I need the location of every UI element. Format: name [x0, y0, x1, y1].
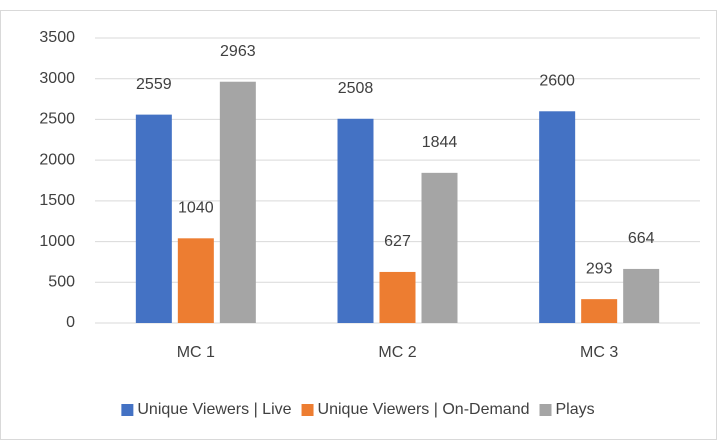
bar: [623, 268, 660, 323]
y-tick-label: 3500: [39, 29, 75, 46]
y-tick-label: 1000: [39, 233, 75, 250]
data-label: 293: [586, 260, 613, 277]
bar: [337, 118, 374, 323]
data-label: 627: [384, 233, 411, 250]
y-tick-label: 3000: [39, 70, 75, 87]
y-tick-label: 500: [48, 274, 75, 291]
legend-label: Plays: [556, 401, 595, 418]
x-tick-label: MC 3: [580, 344, 618, 361]
legend-label: Unique Viewers | On-Demand: [318, 401, 530, 418]
data-label: 2963: [220, 43, 256, 60]
bar: [421, 172, 458, 323]
x-tick-label: MC 2: [378, 344, 416, 361]
y-tick-label: 0: [66, 314, 75, 331]
bar: [219, 81, 256, 323]
legend-swatch: [301, 404, 314, 416]
data-label: 1844: [422, 134, 458, 151]
data-label: 664: [628, 230, 655, 247]
data-label: 2559: [136, 76, 172, 93]
data-label: 1040: [178, 200, 214, 217]
data-label: 2508: [338, 80, 374, 97]
bar: [539, 111, 576, 324]
legend-swatch: [539, 404, 552, 416]
bar: [379, 271, 416, 323]
y-tick-label: 2500: [39, 111, 75, 128]
bar: [135, 114, 172, 323]
legend-label: Unique Viewers | Live: [137, 401, 291, 418]
legend-swatch: [121, 404, 134, 416]
x-tick-label: MC 1: [177, 344, 215, 361]
data-label: 2600: [539, 73, 575, 90]
bar: [581, 299, 618, 323]
bar: [177, 238, 214, 323]
y-tick-label: 1500: [39, 192, 75, 209]
title-area: [0, 0, 90, 10]
y-tick-label: 2000: [39, 151, 75, 168]
